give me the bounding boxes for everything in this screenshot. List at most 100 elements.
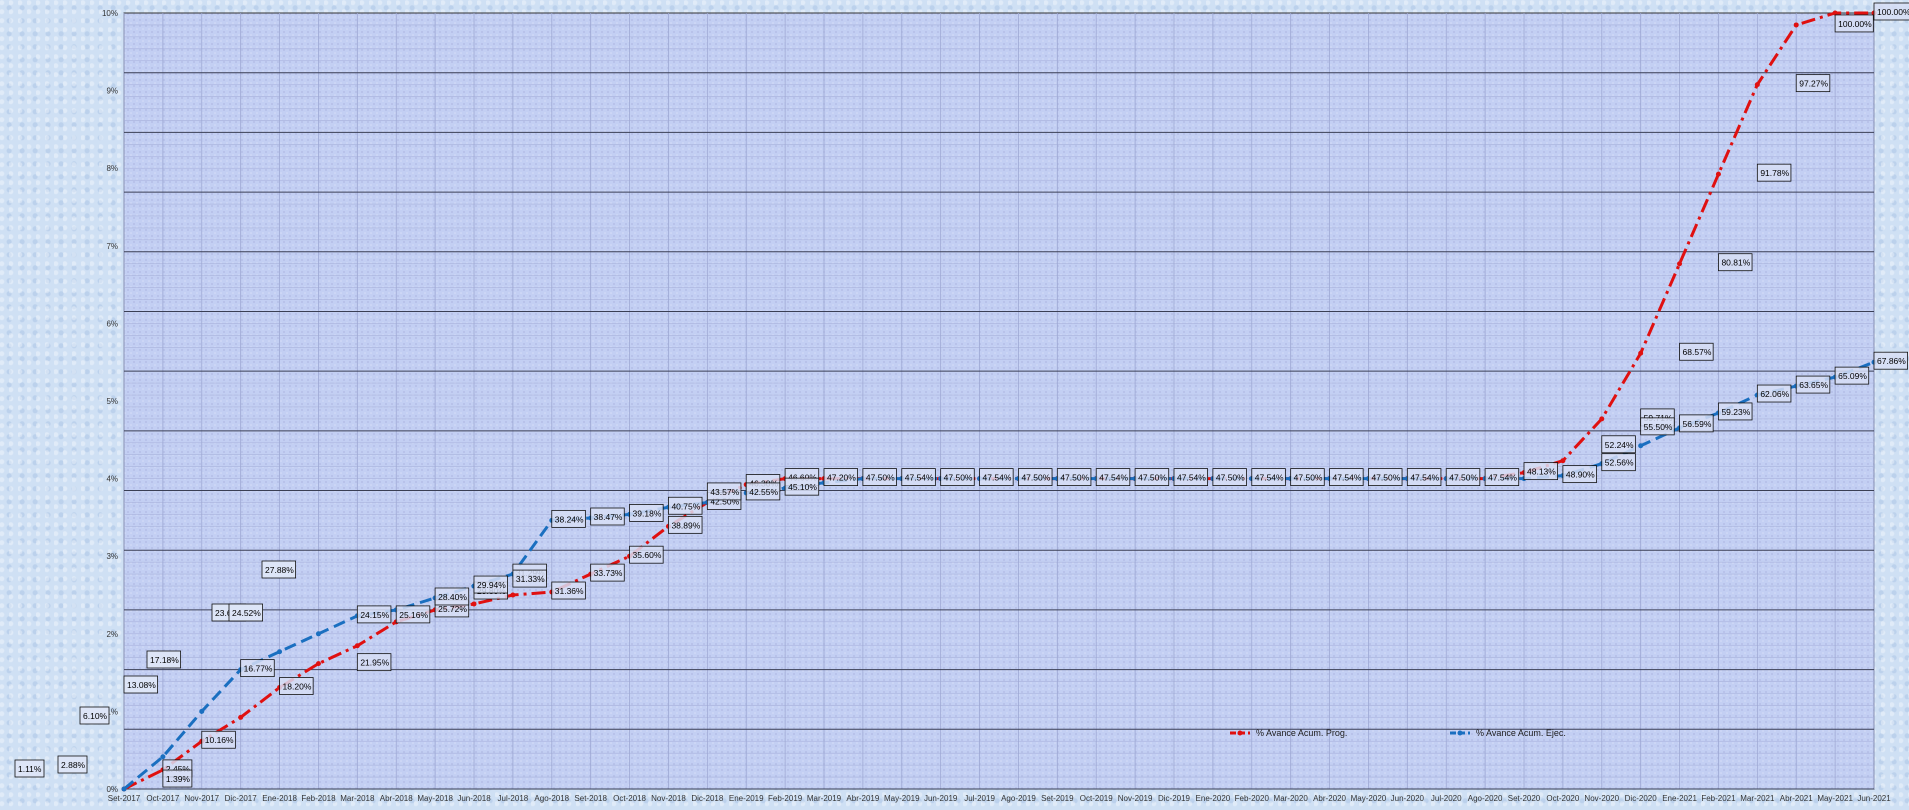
data-label: 48.13% xyxy=(1523,462,1558,481)
data-label: 47.54% xyxy=(979,468,1014,487)
x-tick-label: Jun-2020 xyxy=(1391,794,1425,803)
svg-text:47.50%: 47.50% xyxy=(866,473,895,483)
outside-label: 1.11% xyxy=(14,759,45,778)
data-point xyxy=(121,786,127,792)
x-tick-label: Abr-2019 xyxy=(846,794,879,803)
svg-text:1.39%: 1.39% xyxy=(166,774,191,784)
data-label: 47.50% xyxy=(940,468,975,487)
x-tick-label: Nov-2017 xyxy=(184,794,219,803)
x-tick-label: Abr-2018 xyxy=(380,794,413,803)
data-label: 52.56% xyxy=(1601,453,1636,472)
svg-text:% Avance Acum. Ejec.: % Avance Acum. Ejec. xyxy=(1476,728,1566,738)
x-tick-label: Jun-2018 xyxy=(457,794,491,803)
data-point xyxy=(1638,350,1644,356)
data-label: 47.50% xyxy=(1368,468,1403,487)
legend: % Avance Acum. Prog. % Avance Acum. Ejec. xyxy=(1230,728,1566,738)
data-label: 47.54% xyxy=(1173,468,1208,487)
data-label: 80.81% xyxy=(1718,253,1753,272)
data-label: 42.55% xyxy=(745,482,781,501)
data-point xyxy=(315,631,321,637)
data-label: 47.50% xyxy=(1134,468,1170,487)
data-label: 10.16% xyxy=(201,730,236,749)
svg-text:45.10%: 45.10% xyxy=(788,482,817,492)
svg-text:13.08%: 13.08% xyxy=(127,680,156,690)
outside-label: 13.08% xyxy=(123,675,158,694)
data-label: 62.06% xyxy=(1756,384,1792,403)
major-gridlines xyxy=(124,72,1874,790)
x-tick-label: Mar-2019 xyxy=(807,794,842,803)
x-tick-label: May-2019 xyxy=(884,794,920,803)
svg-text:29.94%: 29.94% xyxy=(477,580,506,590)
svg-text:47.54%: 47.54% xyxy=(1333,473,1362,483)
outside-label: 27.88% xyxy=(261,560,296,579)
svg-text:97.27%: 97.27% xyxy=(1799,79,1828,89)
x-tick-label: Mar-2021 xyxy=(1740,794,1775,803)
data-label: 97.27% xyxy=(1795,74,1831,93)
x-tick-label: Dic-2019 xyxy=(1158,794,1191,803)
data-label: 33.73% xyxy=(590,563,625,582)
svg-text:25.16%: 25.16% xyxy=(399,610,428,620)
x-tick-label: Dic-2020 xyxy=(1625,794,1658,803)
y-tick-label: 5% xyxy=(106,397,118,406)
x-tick-label: Nov-2018 xyxy=(651,794,686,803)
x-tick-label: Set-2017 xyxy=(108,794,141,803)
svg-text:47.50%: 47.50% xyxy=(1216,473,1245,483)
data-label: 28.40% xyxy=(434,587,470,606)
data-label: 40.75% xyxy=(668,496,703,515)
svg-text:100.00%: 100.00% xyxy=(1877,7,1909,17)
svg-text:21.95%: 21.95% xyxy=(360,658,389,668)
svg-text:47.50%: 47.50% xyxy=(944,473,973,483)
svg-text:47.50%: 47.50% xyxy=(1294,473,1323,483)
data-label: 47.54% xyxy=(1406,468,1442,487)
data-label: 18.20% xyxy=(279,677,314,695)
data-labels: 2.45%1.39% 10.16% 18.20% 16.77% 21.95% 24.15%… xyxy=(162,2,1909,788)
x-tick-label: Feb-2021 xyxy=(1701,794,1736,803)
x-tick-label: May-2018 xyxy=(417,794,453,803)
svg-text:67.86%: 67.86% xyxy=(1877,356,1906,366)
data-label: 65.09% xyxy=(1834,366,1870,385)
svg-text:47.54%: 47.54% xyxy=(1099,473,1128,483)
data-label: 16.77% xyxy=(240,659,275,678)
svg-text:47.54%: 47.54% xyxy=(1410,473,1439,483)
x-tick-label: May-2020 xyxy=(1351,794,1387,803)
svg-text:47.50%: 47.50% xyxy=(1371,473,1400,483)
x-tick-label: Jul-2019 xyxy=(964,794,995,803)
svg-text:52.56%: 52.56% xyxy=(1605,458,1634,468)
data-point xyxy=(1599,416,1605,422)
x-tick-label: Feb-2020 xyxy=(1235,794,1270,803)
data-label: 31.36% xyxy=(551,581,586,600)
svg-text:31.33%: 31.33% xyxy=(516,574,545,584)
data-label: 47.54% xyxy=(1095,468,1131,487)
svg-text:16.77%: 16.77% xyxy=(244,664,273,674)
svg-text:47.50%: 47.50% xyxy=(1138,473,1167,483)
svg-text:47.50%: 47.50% xyxy=(1060,473,1089,483)
data-label: 91.78% xyxy=(1756,163,1792,182)
data-label: 59.23% xyxy=(1718,402,1753,421)
plot-area xyxy=(123,12,1875,790)
data-label: 55.50% xyxy=(1640,417,1675,436)
svg-text:47.20%: 47.20% xyxy=(827,473,856,483)
svg-text:100.00%: 100.00% xyxy=(1838,19,1872,29)
data-label: 52.24% xyxy=(1601,435,1636,454)
x-tick-label: Set-2019 xyxy=(1041,794,1074,803)
data-label: 47.54% xyxy=(1329,468,1364,487)
svg-text:38.24%: 38.24% xyxy=(555,514,584,524)
data-point xyxy=(510,592,516,598)
data-label: 31.33% xyxy=(512,569,547,588)
svg-text:52.24%: 52.24% xyxy=(1605,440,1634,450)
y-tick-label: 0% xyxy=(106,785,118,794)
x-tick-label: Ago-2019 xyxy=(1001,794,1036,803)
y-tick-label: 1% xyxy=(106,707,118,716)
svg-text:42.55%: 42.55% xyxy=(749,487,778,497)
x-tick-label: Mar-2020 xyxy=(1274,794,1309,803)
svg-text:42.50%: 42.50% xyxy=(710,496,739,506)
data-label: 47.50% xyxy=(1056,468,1092,487)
y-tick-label: 6% xyxy=(106,319,118,328)
y-tick-label: 9% xyxy=(106,87,118,96)
data-point xyxy=(471,601,477,607)
y-axis: 0% 1% 2% 3% 4% 5% 6% 7% 8% 9% 10% xyxy=(102,9,118,794)
x-tick-label: Dic-2018 xyxy=(691,794,724,803)
data-label: 63.65% xyxy=(1795,375,1831,394)
svg-text:24.52%: 24.52% xyxy=(232,608,261,618)
